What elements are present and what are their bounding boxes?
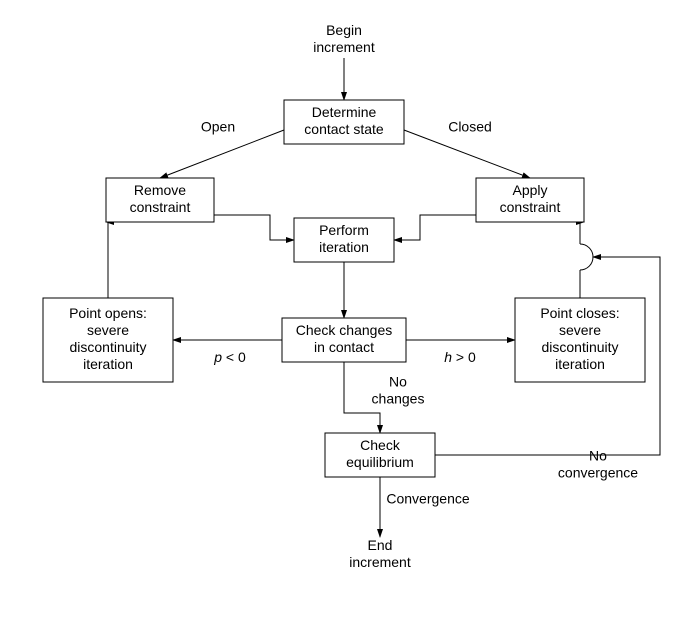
edge-e_det_apply	[404, 130, 530, 178]
node-text: increment	[313, 39, 375, 55]
node-point_opens: Point opens:severediscontinuityiteration	[43, 298, 173, 382]
edge-label: convergence	[558, 465, 638, 481]
node-text: Check changes	[296, 322, 393, 338]
node-text: Determine	[312, 104, 377, 120]
edge-label: Closed	[448, 119, 492, 135]
node-perform: Performiteration	[294, 218, 394, 262]
edge-label: changes	[372, 391, 425, 407]
node-text: discontinuity	[541, 339, 618, 355]
edge-e_jump_arc	[580, 244, 593, 270]
edge-label: p < 0	[213, 349, 246, 365]
node-text: Perform	[319, 222, 369, 238]
node-text: Point closes:	[540, 305, 619, 321]
node-text: Point opens:	[69, 305, 147, 321]
node-begin: Beginincrement	[313, 22, 375, 55]
node-text: severe	[559, 322, 601, 338]
node-text: iteration	[555, 356, 605, 372]
edge-e_opens_remove	[106, 222, 108, 298]
node-text: in contact	[314, 339, 374, 355]
edge-e_closes_apply2	[580, 222, 584, 244]
node-text: iteration	[83, 356, 133, 372]
edge-label: Convergence	[386, 491, 469, 507]
node-text: severe	[87, 322, 129, 338]
edge-label: h > 0	[444, 349, 476, 365]
node-determine: Determinecontact state	[284, 100, 404, 144]
node-end: Endincrement	[349, 537, 411, 570]
flowchart-diagram: OpenClosedp < 0h > 0NochangesConvergence…	[0, 0, 688, 619]
node-text: End	[368, 537, 393, 553]
node-text: constraint	[130, 199, 191, 215]
node-text: equilibrium	[346, 454, 414, 470]
node-point_closes: Point closes:severediscontinuityiteratio…	[515, 298, 645, 382]
edge-label: No	[589, 448, 607, 464]
node-text: Apply	[512, 182, 547, 198]
node-remove: Removeconstraint	[106, 178, 214, 222]
edge-e_apply_perf	[394, 215, 476, 240]
edge-label: No	[389, 374, 407, 390]
node-text: constraint	[500, 199, 561, 215]
edge-e_remove_perf	[214, 215, 294, 240]
node-check_changes: Check changesin contact	[282, 318, 406, 362]
node-text: increment	[349, 554, 411, 570]
node-text: iteration	[319, 239, 369, 255]
node-text: Remove	[134, 182, 186, 198]
node-text: contact state	[304, 121, 384, 137]
node-text: Begin	[326, 22, 362, 38]
node-text: Check	[360, 437, 401, 453]
edge-e_det_remove	[160, 130, 284, 178]
node-check_eq: Checkequilibrium	[325, 433, 435, 477]
edge-label: Open	[201, 119, 235, 135]
node-text: discontinuity	[69, 339, 146, 355]
node-apply: Applyconstraint	[476, 178, 584, 222]
